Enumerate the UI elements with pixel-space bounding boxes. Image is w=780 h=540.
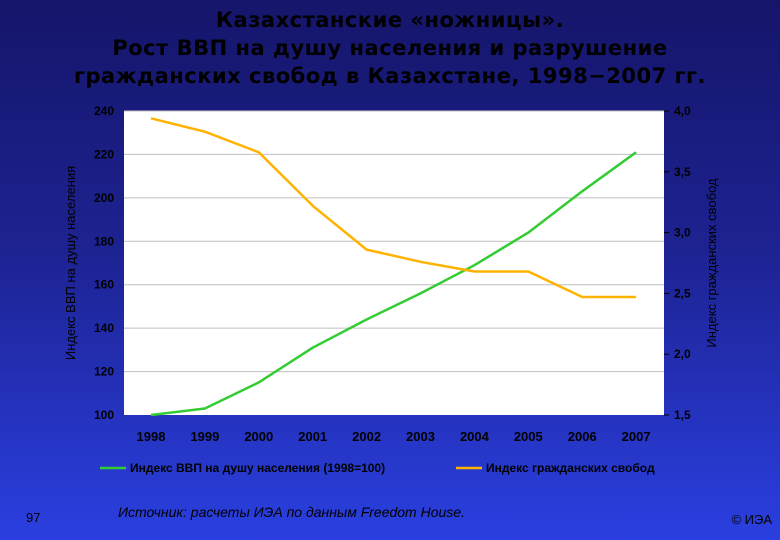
y-tick-label-left: 200: [94, 191, 114, 205]
x-tick-label: 2007: [622, 429, 651, 444]
x-tick-label: 2005: [514, 429, 543, 444]
page-number: 97: [26, 510, 41, 525]
y-tick-label-left: 100: [94, 408, 114, 422]
legend: Индекс ВВП на душу населения (1998=100) И…: [100, 461, 655, 475]
series-line-2: [150, 117, 637, 299]
y-axis-label-right: Индекс гражданских свобод: [704, 178, 719, 348]
x-tick-label: 2006: [568, 429, 597, 444]
source-note: Источник: расчеты ИЭА по данным Freedom …: [118, 504, 465, 520]
y-tick-label-left: 180: [94, 234, 114, 248]
legend-label: Индекс гражданских свобод: [486, 461, 655, 475]
y-tick-label-right: 4,0: [674, 104, 691, 118]
title-line-2: Рост ВВП на душу населения и разрушение: [112, 36, 668, 60]
x-tick-label: 2000: [244, 429, 273, 444]
y-tick-label-left: 140: [94, 321, 114, 335]
x-tick-label: 1998: [137, 429, 166, 444]
y-tick-label-right: 2,0: [674, 347, 691, 361]
legend-label: Индекс ВВП на душу населения (1998=100): [130, 461, 385, 475]
y-tick-label-left: 160: [94, 278, 114, 292]
y-tick-label-left: 240: [94, 104, 114, 118]
title-line-3: гражданских свобод в Казахстане, 1998−20…: [74, 64, 706, 88]
title-line-1: Казахстанские «ножницы».: [215, 8, 565, 32]
chart-title: Казахстанские «ножницы». Рост ВВП на душ…: [0, 6, 780, 90]
axes: 100 120 140 160 180 200 220 240 1,5 2,0 2,5 3,0 3,5 4…: [94, 104, 691, 444]
x-tick-label: 2004: [460, 429, 490, 444]
y-tick-label-right: 3,0: [674, 226, 691, 240]
copyright: © ИЭА: [731, 512, 772, 527]
y-tick-label-right: 1,5: [674, 408, 691, 422]
x-tick-label: 1999: [190, 429, 219, 444]
y-tick-label-right: 3,5: [674, 165, 691, 179]
series-lines: [150, 117, 637, 417]
x-tick-label: 2001: [298, 429, 327, 444]
y-tick-label-left: 220: [94, 147, 114, 161]
plot-area: [124, 111, 664, 415]
y-tick-label-left: 120: [94, 365, 114, 379]
y-tick-label-right: 2,5: [674, 286, 691, 300]
x-tick-label: 2002: [352, 429, 381, 444]
x-tick-label: 2003: [406, 429, 435, 444]
series-line-1: [150, 151, 637, 417]
y-axis-label-left: Индекс ВВП на душу населения: [63, 166, 78, 360]
